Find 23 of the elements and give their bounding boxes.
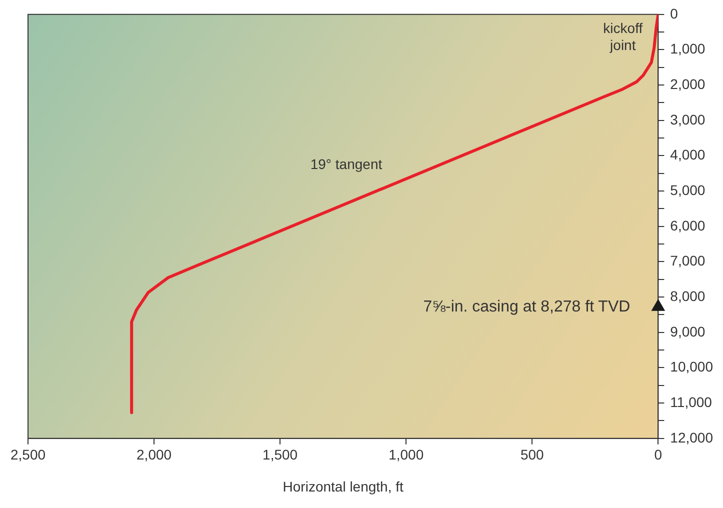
y-tick-label: 2,000: [670, 76, 706, 92]
x-tick-label: 1,500: [262, 446, 298, 463]
y-tick-label: 3,000: [670, 111, 706, 128]
annotation: kickoff joint: [603, 20, 643, 54]
x-tick-label: 2,000: [136, 446, 172, 463]
y-tick-label: 7,000: [670, 252, 706, 269]
y-tick-label: 10,000: [670, 358, 714, 375]
y-tick-label: 1,000: [670, 40, 706, 57]
y-tick-label: 4,000: [670, 146, 706, 163]
annotation: 7⅝-in. casing at 8,278 ft TVD: [423, 298, 630, 316]
y-tick-label: 8,000: [670, 288, 706, 304]
y-tick-label: 9,000: [670, 323, 706, 340]
annotation: 19° tangent: [310, 156, 382, 172]
y-tick-label: 5,000: [670, 182, 706, 198]
x-tick-label: 2,500: [10, 446, 46, 463]
y-tick-label: 11,000: [670, 394, 712, 410]
x-tick-label: 1,000: [388, 446, 424, 463]
x-tick-label: 500: [520, 446, 544, 463]
y-tick-label: 6,000: [670, 217, 706, 234]
x-axis-title: Horizontal length, ft: [282, 478, 404, 494]
x-tick-label: 0: [654, 446, 662, 463]
y-tick-label: 0: [670, 5, 678, 22]
y-tick-label: 12,000: [670, 429, 714, 446]
